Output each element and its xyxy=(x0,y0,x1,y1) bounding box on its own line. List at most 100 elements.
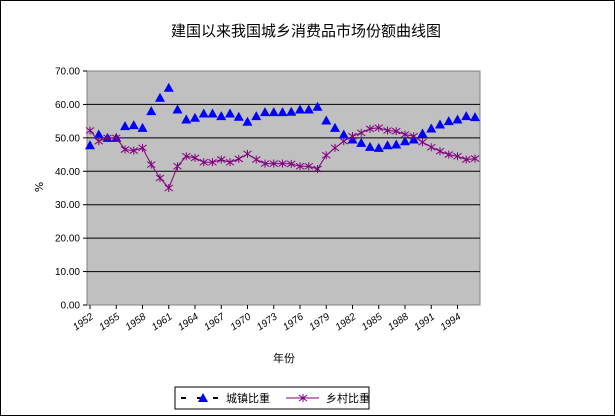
data-point-triangle xyxy=(190,112,200,122)
data-point-triangle xyxy=(251,111,262,121)
data-point-star xyxy=(461,155,471,164)
x-tick-label: 1985 xyxy=(360,311,385,333)
star-stroke xyxy=(435,147,445,155)
star-stroke xyxy=(164,184,174,192)
data-point-triangle xyxy=(181,114,192,124)
x-axis-ticks: 1952 1955 1958 1961 1964 1967 1970 1973 1976 1979… xyxy=(71,305,464,333)
data-point-star xyxy=(208,158,217,167)
star-stroke xyxy=(330,144,340,152)
star-stroke xyxy=(356,129,366,137)
data-point-star xyxy=(164,184,174,192)
star-stroke xyxy=(208,158,217,166)
data-point-triangle xyxy=(321,115,332,125)
x-tick-label: 1958 xyxy=(124,311,149,333)
y-tick-label: 50.00 xyxy=(55,133,80,144)
star-stroke xyxy=(470,155,480,162)
data-point-star xyxy=(269,159,279,168)
data-point-triangle xyxy=(128,120,139,130)
x-tick-label: 1988 xyxy=(386,311,411,333)
legend-label-rural: 乡村比重 xyxy=(326,391,370,405)
data-point-triangle xyxy=(146,106,157,116)
data-point-star xyxy=(391,127,401,136)
star-stroke xyxy=(304,162,314,170)
data-point-triangle xyxy=(155,92,165,102)
data-point-triangle xyxy=(216,111,227,121)
data-point-triangle xyxy=(93,129,104,139)
data-point-triangle xyxy=(452,114,463,124)
data-point-star xyxy=(234,154,244,163)
star-stroke xyxy=(383,127,392,134)
y-tick-label: 60.00 xyxy=(55,100,80,111)
data-point-star xyxy=(426,143,436,152)
star-stroke xyxy=(339,137,349,145)
y-axis-ticks: 0.00 10.00 20.00 30.00 40.00 50.00 60.00 70.00 xyxy=(55,67,87,312)
data-point-star xyxy=(199,158,209,167)
data-point-star xyxy=(435,147,445,156)
data-point-star xyxy=(409,132,419,141)
y-tick-label: 20.00 xyxy=(55,234,80,245)
star-stroke xyxy=(365,125,375,133)
data-point-triangle xyxy=(356,137,367,147)
data-point-triangle xyxy=(233,111,244,121)
data-point-triangle xyxy=(312,101,323,111)
star-stroke xyxy=(444,151,454,158)
series-1 xyxy=(85,82,480,152)
star-stroke xyxy=(216,156,226,163)
data-point-triangle xyxy=(120,121,130,131)
y-axis-label: % xyxy=(32,182,45,192)
data-point-triangle xyxy=(435,119,445,129)
x-tick-label: 1964 xyxy=(176,311,201,333)
legend-box xyxy=(174,386,370,410)
data-point-star xyxy=(111,133,121,142)
x-tick-label: 1973 xyxy=(255,311,280,333)
data-point-triangle xyxy=(137,122,148,132)
data-point-star xyxy=(470,154,480,163)
star-stroke xyxy=(103,134,112,142)
x-tick-label: 1979 xyxy=(307,311,332,333)
x-tick-label: 1991 xyxy=(412,311,437,333)
plot-area xyxy=(86,70,481,306)
star-stroke xyxy=(234,155,244,163)
data-point-star xyxy=(173,162,182,171)
star-stroke xyxy=(251,156,261,163)
x-tick-label: 1970 xyxy=(229,311,254,333)
series-2 xyxy=(85,123,480,192)
legend: 城镇比重 乡村比重 xyxy=(174,386,370,410)
star-stroke xyxy=(426,143,436,151)
x-tick-label: 1976 xyxy=(281,311,306,333)
star-stroke xyxy=(418,138,427,146)
data-point-star xyxy=(295,162,305,171)
star-stroke xyxy=(321,151,331,159)
star-stroke xyxy=(190,154,200,162)
data-point-star xyxy=(365,124,375,133)
data-point-triangle xyxy=(373,142,384,152)
data-point-star xyxy=(85,126,95,135)
data-point-star xyxy=(304,162,314,171)
x-tick-label: 1982 xyxy=(334,311,359,333)
data-point-star xyxy=(251,155,261,164)
data-point-star xyxy=(313,164,322,173)
data-point-star xyxy=(94,137,104,146)
data-point-triangle xyxy=(198,108,209,118)
star-stroke xyxy=(138,144,147,152)
data-point-star xyxy=(330,143,340,152)
star-stroke xyxy=(146,161,156,169)
star-stroke xyxy=(374,124,384,132)
data-point-triangle xyxy=(295,104,305,114)
star-stroke xyxy=(120,146,130,153)
data-point-triangle xyxy=(382,140,393,150)
star-stroke xyxy=(155,174,165,182)
x-axis-label: 年份 xyxy=(273,351,295,365)
y-tick-label: 0.00 xyxy=(61,301,81,312)
star-stroke xyxy=(173,162,182,170)
star-stroke xyxy=(453,152,462,160)
data-point-star xyxy=(155,173,165,182)
data-point-triangle xyxy=(242,116,253,126)
data-point-triangle xyxy=(417,128,428,138)
star-stroke xyxy=(278,160,287,167)
star-stroke xyxy=(181,152,191,160)
x-tick-label: 1961 xyxy=(150,311,175,333)
x-tick-label: 1967 xyxy=(202,311,227,333)
